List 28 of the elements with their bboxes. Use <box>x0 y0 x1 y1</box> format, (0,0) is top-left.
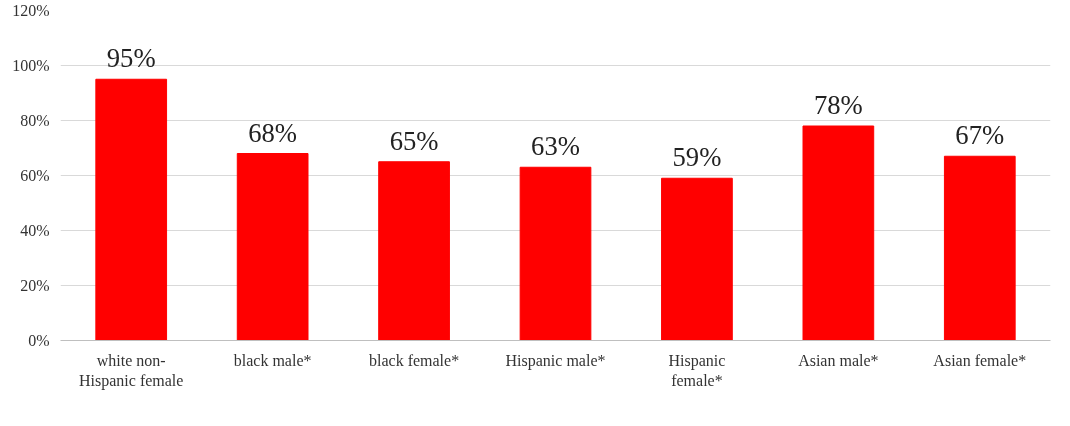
bar <box>236 153 309 341</box>
y-tick-label: 120% <box>12 2 50 19</box>
data-label: 63% <box>531 131 580 162</box>
data-label: 78% <box>813 90 863 120</box>
x-tick-label: black male* <box>233 351 312 369</box>
y-tick-label: 20% <box>20 277 50 294</box>
bar <box>943 155 1016 341</box>
data-label: 59% <box>672 142 722 173</box>
x-tick-label: Hispanic female* <box>668 351 726 389</box>
y-tick-label: 40% <box>20 222 50 239</box>
bar <box>519 166 592 341</box>
data-label: 68% <box>248 117 298 148</box>
y-tick-label: 0% <box>28 332 50 349</box>
bar <box>378 161 450 341</box>
x-tick-label: white non-Hispanic female <box>79 351 184 390</box>
bar <box>95 78 168 341</box>
data-label: 95% <box>106 43 156 74</box>
y-tick-label: 80% <box>20 112 50 129</box>
bar <box>802 125 875 341</box>
x-tick-label: black female* <box>368 351 460 369</box>
x-tick-label: Hispanic male* <box>505 351 606 370</box>
y-tick-label: 60% <box>20 167 50 184</box>
data-label: 67% <box>955 120 1005 151</box>
bar <box>661 177 733 341</box>
x-tick-label: Asian female* <box>933 351 1027 369</box>
x-tick-label: Asian male* <box>798 351 879 369</box>
y-tick-label: 100% <box>12 57 50 74</box>
data-label: 65% <box>389 125 439 156</box>
